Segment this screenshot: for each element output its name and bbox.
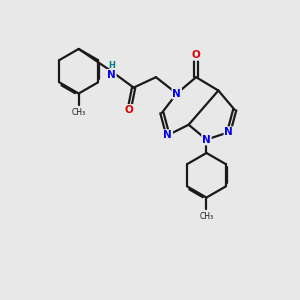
Text: CH₃: CH₃ [72, 108, 86, 117]
Text: N: N [224, 127, 233, 137]
Text: N: N [164, 130, 172, 140]
Text: O: O [125, 105, 134, 115]
Text: CH₃: CH₃ [200, 212, 214, 221]
Text: O: O [192, 50, 200, 60]
Text: N: N [202, 135, 211, 145]
Text: H: H [108, 61, 115, 70]
Text: N: N [107, 70, 116, 80]
Text: N: N [172, 88, 181, 98]
